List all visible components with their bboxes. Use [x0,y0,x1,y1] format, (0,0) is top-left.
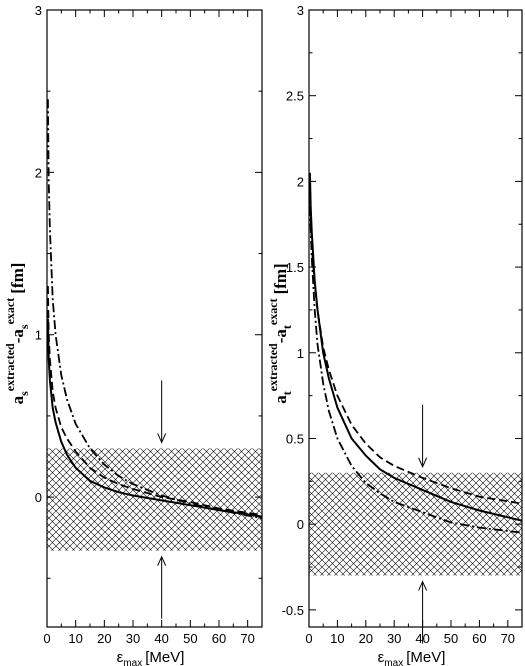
x-tick-label: 10 [330,631,344,646]
x-axis-label: εmax [MeV] [117,649,185,666]
x-tick-label: 60 [212,631,226,646]
y-label-sub2: t [280,325,294,329]
y-tick-label: 1 [297,346,304,361]
y-tick-label: 0.5 [286,431,304,446]
x-label-unit: [MeV] [406,649,445,666]
x-tick-label: 40 [415,631,429,646]
plot-frame [46,9,263,628]
y-label-sub2: s [17,324,31,329]
y-label-a: a [8,395,27,404]
x-label-symbol: ε [117,649,124,666]
x-tick-label: 30 [387,631,401,646]
x-tick-label: 0 [305,631,312,646]
arrow-down-icon [418,457,428,468]
x-tick-label: 20 [97,631,111,646]
y-tick-label: 1 [35,328,42,343]
y-label-minus-a: -a [271,329,290,344]
series-solid-line [309,172,522,522]
y-tick-label: 3 [35,3,42,18]
y-axis-label: asextracted-asexact[fm] [3,263,31,405]
y-tick-label: 2 [297,174,304,189]
y-label-unit: [fm] [8,263,27,294]
x-tick-label: 60 [472,631,486,646]
y-label-sup: extracted [266,343,280,391]
x-tick-label: 0 [43,631,50,646]
y-label-unit: [fm] [271,263,290,294]
arrow-up-icon [418,580,428,591]
y-tick-label: 2 [35,165,42,180]
y-label-sup2: exact [3,298,17,325]
y-tick-label: 0 [297,517,304,532]
x-label-unit: [MeV] [145,649,184,666]
plot-frame [308,9,523,628]
y-label-minus-a: -a [8,329,27,344]
x-tick-label: 30 [126,631,140,646]
y-tick-label: -0.5 [282,603,304,618]
x-tick-label: 40 [154,631,168,646]
y-tick-label: 0 [35,490,42,505]
series-dashdot-line [47,99,262,520]
y-tick-label: 3 [297,3,304,18]
x-tick-label: 50 [183,631,197,646]
curves [47,99,262,520]
series-solid-line [47,318,262,518]
y-label-sub: s [17,391,31,396]
y-label-sub: t [280,391,294,395]
y-label-sup: extracted [3,343,17,391]
x-label-subscript: max [123,658,142,666]
x-label-symbol: ε [378,649,385,666]
arrow-up-icon [157,555,167,566]
x-tick-label: 20 [359,631,373,646]
x-label-subscript: max [384,658,403,666]
arrow-down-icon [157,433,167,444]
x-tick-label: 70 [240,631,254,646]
x-tick-label: 10 [68,631,82,646]
y-tick-label: 1.5 [286,260,304,275]
series-dashed-line [309,181,522,505]
y-label-sup2: exact [266,298,280,325]
x-tick-label: 50 [444,631,458,646]
y-axis-label: atextracted-atexact[fm] [266,263,294,403]
x-tick-label: 70 [501,631,515,646]
uncertainty-band [309,472,522,576]
y-tick-label: 2.5 [286,89,304,104]
x-axis-label: εmax [MeV] [378,649,446,666]
curves [309,172,522,534]
series-dashed-line [47,285,262,516]
y-label-a: a [271,395,290,404]
